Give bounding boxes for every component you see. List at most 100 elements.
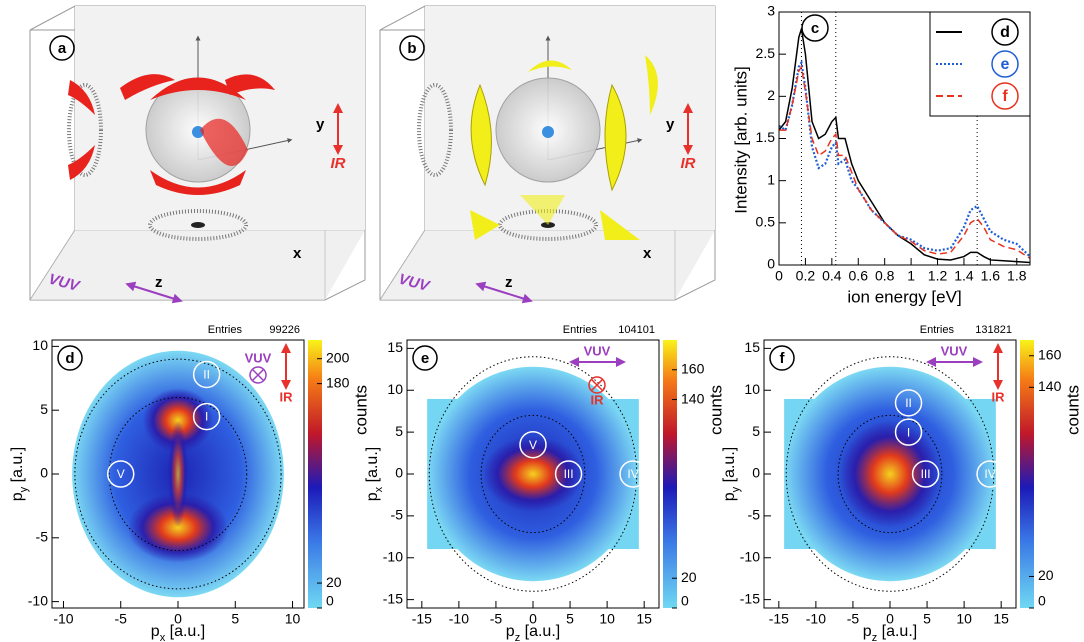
axis-title-unit: [a.u.] bbox=[721, 447, 738, 487]
axis-title-unit: [a.u.] bbox=[877, 623, 917, 640]
beam-label: VUV bbox=[941, 343, 968, 358]
region-label: V bbox=[529, 438, 537, 452]
axis-title-base: p bbox=[364, 492, 381, 501]
axis-title: px [a.u.] bbox=[364, 447, 385, 501]
axis-title-base: p bbox=[9, 492, 26, 501]
beam-label: IR bbox=[280, 389, 294, 404]
y-tick-label: 10 bbox=[744, 381, 760, 397]
colorbar bbox=[308, 340, 322, 608]
y-tick-label: 15 bbox=[387, 339, 403, 355]
y-axis-title: Intensity [arb. units] bbox=[731, 66, 750, 213]
colorbar-tick-label: 0 bbox=[681, 593, 689, 609]
panel-label: d bbox=[65, 350, 74, 367]
axis-label: x bbox=[293, 245, 302, 262]
colorbar-tick-label: 180 bbox=[326, 374, 350, 390]
figure: ayIRxzVUVbyIRxzVUV00.20.40.60.811.21.41.… bbox=[0, 0, 1084, 642]
region-label: I bbox=[205, 410, 208, 424]
stats-value: 99226 bbox=[269, 324, 300, 336]
colorbar bbox=[1020, 340, 1034, 608]
floor bbox=[380, 230, 715, 300]
y-tick-label: 0 bbox=[767, 256, 775, 272]
panel-label: d bbox=[1000, 24, 1010, 41]
panel-label: f bbox=[780, 350, 786, 367]
y-tick-label: -15 bbox=[383, 590, 403, 606]
panel-label: e bbox=[1001, 56, 1010, 73]
x-tick-label: 5 bbox=[923, 611, 931, 627]
colorbar-tick-label: 20 bbox=[326, 574, 342, 590]
x-tick-label: 1.2 bbox=[928, 268, 948, 284]
axis-title-unit: [a.u.] bbox=[520, 623, 560, 640]
heatmap-image: IIIVVUVIR bbox=[72, 348, 293, 597]
colorbar-title: counts bbox=[351, 385, 370, 435]
x-tick-label: -15 bbox=[769, 611, 789, 627]
x-tick-label: 0.8 bbox=[875, 268, 895, 284]
x-tick-label: 1.6 bbox=[981, 268, 1001, 284]
beam-label: IR bbox=[591, 392, 605, 407]
projection-dot bbox=[191, 222, 205, 228]
y-tick-label: -10 bbox=[28, 592, 48, 608]
y-tick-label: -15 bbox=[740, 590, 760, 606]
x-tick-label: 10 bbox=[285, 611, 301, 627]
colorbar-tick-label: 140 bbox=[681, 390, 705, 406]
x-tick-label: 10 bbox=[956, 611, 972, 627]
y-tick-label: 2 bbox=[767, 87, 775, 103]
ir-label: IR bbox=[331, 155, 346, 172]
region-label: V bbox=[117, 467, 125, 481]
region-label: I bbox=[907, 425, 910, 439]
hotspot bbox=[168, 420, 188, 527]
stats-label: Entries bbox=[563, 324, 598, 336]
y-tick-label: 10 bbox=[387, 381, 403, 397]
axis-title-unit: [a.u.] bbox=[165, 623, 205, 640]
stats-value: 131821 bbox=[975, 324, 1012, 336]
y-tick-label: 3 bbox=[767, 3, 775, 19]
region-label: III bbox=[921, 467, 931, 481]
axis-label: z bbox=[505, 274, 513, 291]
heatmap-image: IIIIIIIVVUVIR bbox=[784, 343, 1005, 591]
axis-title: pz [a.u.] bbox=[863, 623, 917, 642]
colorbar bbox=[663, 340, 677, 608]
ion bbox=[542, 126, 554, 138]
y-tick-label: -5 bbox=[391, 507, 404, 523]
y-tick-label: -10 bbox=[383, 548, 403, 564]
y-tick-label: 0 bbox=[40, 465, 48, 481]
x-tick-label: 0 bbox=[775, 268, 783, 284]
y-tick-label: 5 bbox=[752, 423, 760, 439]
illustration: byIRxzVUV bbox=[380, 6, 715, 300]
x-tick-label: 10 bbox=[599, 611, 615, 627]
axis-title-base: p bbox=[506, 623, 515, 640]
y-tick-label: -5 bbox=[36, 529, 49, 545]
x-tick-label: -5 bbox=[847, 611, 860, 627]
panel-label: a bbox=[58, 40, 67, 57]
axis-label: z bbox=[155, 274, 163, 291]
x-tick-label: 1.8 bbox=[1007, 268, 1027, 284]
beam-into bbox=[252, 369, 263, 380]
y-tick-label: 1.5 bbox=[756, 129, 776, 145]
region-label: II bbox=[905, 396, 912, 410]
y-tick-label: 0 bbox=[752, 465, 760, 481]
x-tick-label: -5 bbox=[490, 611, 503, 627]
x-tick-label: 15 bbox=[636, 611, 652, 627]
axis-title: py [a.u.] bbox=[9, 447, 30, 501]
region-label: IV bbox=[984, 467, 995, 481]
colorbar-tick-label: 20 bbox=[1038, 567, 1054, 583]
colorbar-title: counts bbox=[706, 385, 725, 435]
axis-title-base: p bbox=[151, 623, 160, 640]
y-tick-label: -5 bbox=[748, 507, 761, 523]
stats-label: Entries bbox=[208, 324, 243, 336]
y-tick-label: -10 bbox=[740, 548, 760, 564]
colorbar-tick-label: 0 bbox=[1038, 593, 1046, 609]
x-tick-label: 15 bbox=[993, 611, 1009, 627]
x-axis-title: ion energy [eV] bbox=[847, 287, 961, 306]
axis-title: px [a.u.] bbox=[151, 623, 205, 642]
y-tick-label: 0 bbox=[395, 465, 403, 481]
colorbar-tick-label: 0 bbox=[326, 593, 334, 609]
x-tick-label: 0.2 bbox=[796, 268, 816, 284]
region-label: IV bbox=[627, 467, 638, 481]
axis-title-unit: [a.u.] bbox=[9, 447, 26, 487]
colorbar-tick-label: 140 bbox=[1038, 378, 1062, 394]
y-tick-label: 15 bbox=[744, 339, 760, 355]
panel-label: c bbox=[811, 20, 819, 37]
y-tick-label: 0.5 bbox=[756, 214, 776, 230]
